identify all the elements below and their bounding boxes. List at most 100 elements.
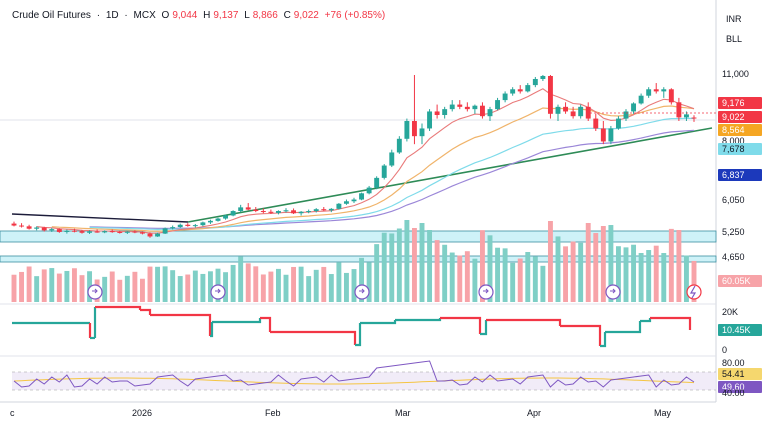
candle-body	[170, 227, 176, 229]
event-marker-icon	[210, 284, 226, 300]
candle-body	[525, 85, 531, 92]
candle-body	[427, 111, 433, 129]
volume-bar	[185, 274, 191, 302]
volume-bar	[87, 271, 93, 302]
volume-bar	[555, 236, 561, 302]
candle-body	[343, 201, 349, 204]
candle-body	[419, 128, 425, 137]
close-value: 9,022	[293, 10, 319, 21]
volume-bar	[683, 255, 689, 302]
volume-bar	[11, 274, 17, 302]
change-value: +76 (+0.85%)	[324, 10, 386, 21]
candle-body	[585, 106, 591, 119]
volume-bar	[19, 271, 25, 302]
candle-body	[306, 211, 312, 213]
indicator-line-segment	[560, 324, 602, 346]
volume-bar	[283, 274, 289, 302]
volume-bar	[102, 276, 108, 302]
candle-body	[41, 227, 47, 231]
support-zone	[0, 255, 717, 263]
price-scale-label: 5,250	[722, 227, 745, 237]
candle-body	[64, 230, 70, 232]
volume-bar	[192, 270, 198, 302]
indicator-tag: 10.45K	[718, 324, 762, 336]
candle-body	[132, 231, 138, 233]
candle-body	[79, 231, 85, 233]
indicator-line-segment	[95, 305, 142, 310]
candle-body	[593, 118, 599, 129]
candle-body	[124, 231, 130, 233]
volume-bar	[313, 269, 319, 302]
time-axis-label: c	[10, 408, 15, 418]
volume-bar	[479, 230, 485, 302]
time-axis-label: May	[654, 408, 672, 418]
rsi-ma-line	[13, 377, 695, 385]
volume-bar	[646, 250, 652, 302]
price-tag-ema-mid: 8,564	[718, 124, 762, 136]
symbol-name[interactable]: Crude Oil Futures	[12, 10, 91, 21]
volume-bar	[328, 274, 334, 302]
volume-bar	[578, 242, 584, 302]
indicator-line-segment	[360, 320, 397, 325]
volume-bar	[26, 266, 32, 302]
volume-bar	[56, 273, 62, 302]
volume-bar	[525, 252, 531, 302]
candle-body	[570, 111, 576, 117]
candle-body	[313, 209, 319, 212]
candle-body	[608, 128, 614, 142]
indicator-line-segment	[270, 330, 357, 345]
candle-body	[495, 100, 501, 110]
indicator-line-segment	[355, 323, 362, 347]
indicator-line-segment	[395, 318, 442, 322]
unit-button[interactable]: BLL	[726, 34, 743, 44]
indicator-line-segment	[650, 316, 692, 330]
volume-bar	[615, 246, 621, 302]
candle-body	[449, 104, 455, 110]
rsi-ma-tag: 49.60	[718, 381, 762, 393]
candle-body	[185, 224, 191, 226]
volume-bar	[34, 276, 40, 302]
candle-body	[396, 138, 402, 153]
volume-bar	[517, 258, 523, 302]
currency-button[interactable]: INR	[726, 14, 742, 24]
candle-body	[102, 231, 108, 233]
interval-label[interactable]: 1D	[105, 10, 119, 21]
time-axis-label: Mar	[395, 408, 411, 418]
volume-bar	[691, 260, 697, 302]
candle-body	[381, 165, 387, 178]
candle-body	[442, 109, 448, 115]
open-value: 9,044	[172, 10, 198, 21]
volume-bar	[343, 272, 349, 302]
indicator-line-segment	[212, 318, 262, 324]
close-label: C	[283, 10, 291, 21]
candle-body	[192, 225, 198, 227]
volume-bar	[442, 244, 448, 302]
arrow-icon	[610, 288, 616, 294]
exchange-label: MCX	[133, 10, 156, 21]
candle-body	[510, 89, 516, 94]
volume-bar	[223, 272, 229, 302]
volume-bar	[608, 225, 614, 302]
volume-bar	[374, 244, 380, 302]
volume-bar	[434, 240, 440, 302]
volume-bar	[260, 274, 266, 302]
volume-bar	[381, 232, 387, 302]
lightning-bolt	[689, 285, 697, 299]
candle-body	[336, 203, 342, 209]
candle-body	[668, 89, 674, 103]
candle-body	[328, 208, 334, 211]
candle-body	[109, 231, 115, 233]
volume-bar	[532, 256, 538, 302]
volume-bar	[170, 270, 176, 302]
candle-body	[600, 128, 606, 142]
volume-bar	[162, 266, 168, 302]
candle-body	[563, 106, 569, 112]
volume-bar	[245, 263, 251, 302]
volume-bar	[230, 264, 236, 302]
volume-bar	[49, 268, 55, 302]
volume-bar	[268, 271, 274, 302]
volume-bar	[623, 247, 629, 302]
candle-body	[615, 118, 621, 129]
